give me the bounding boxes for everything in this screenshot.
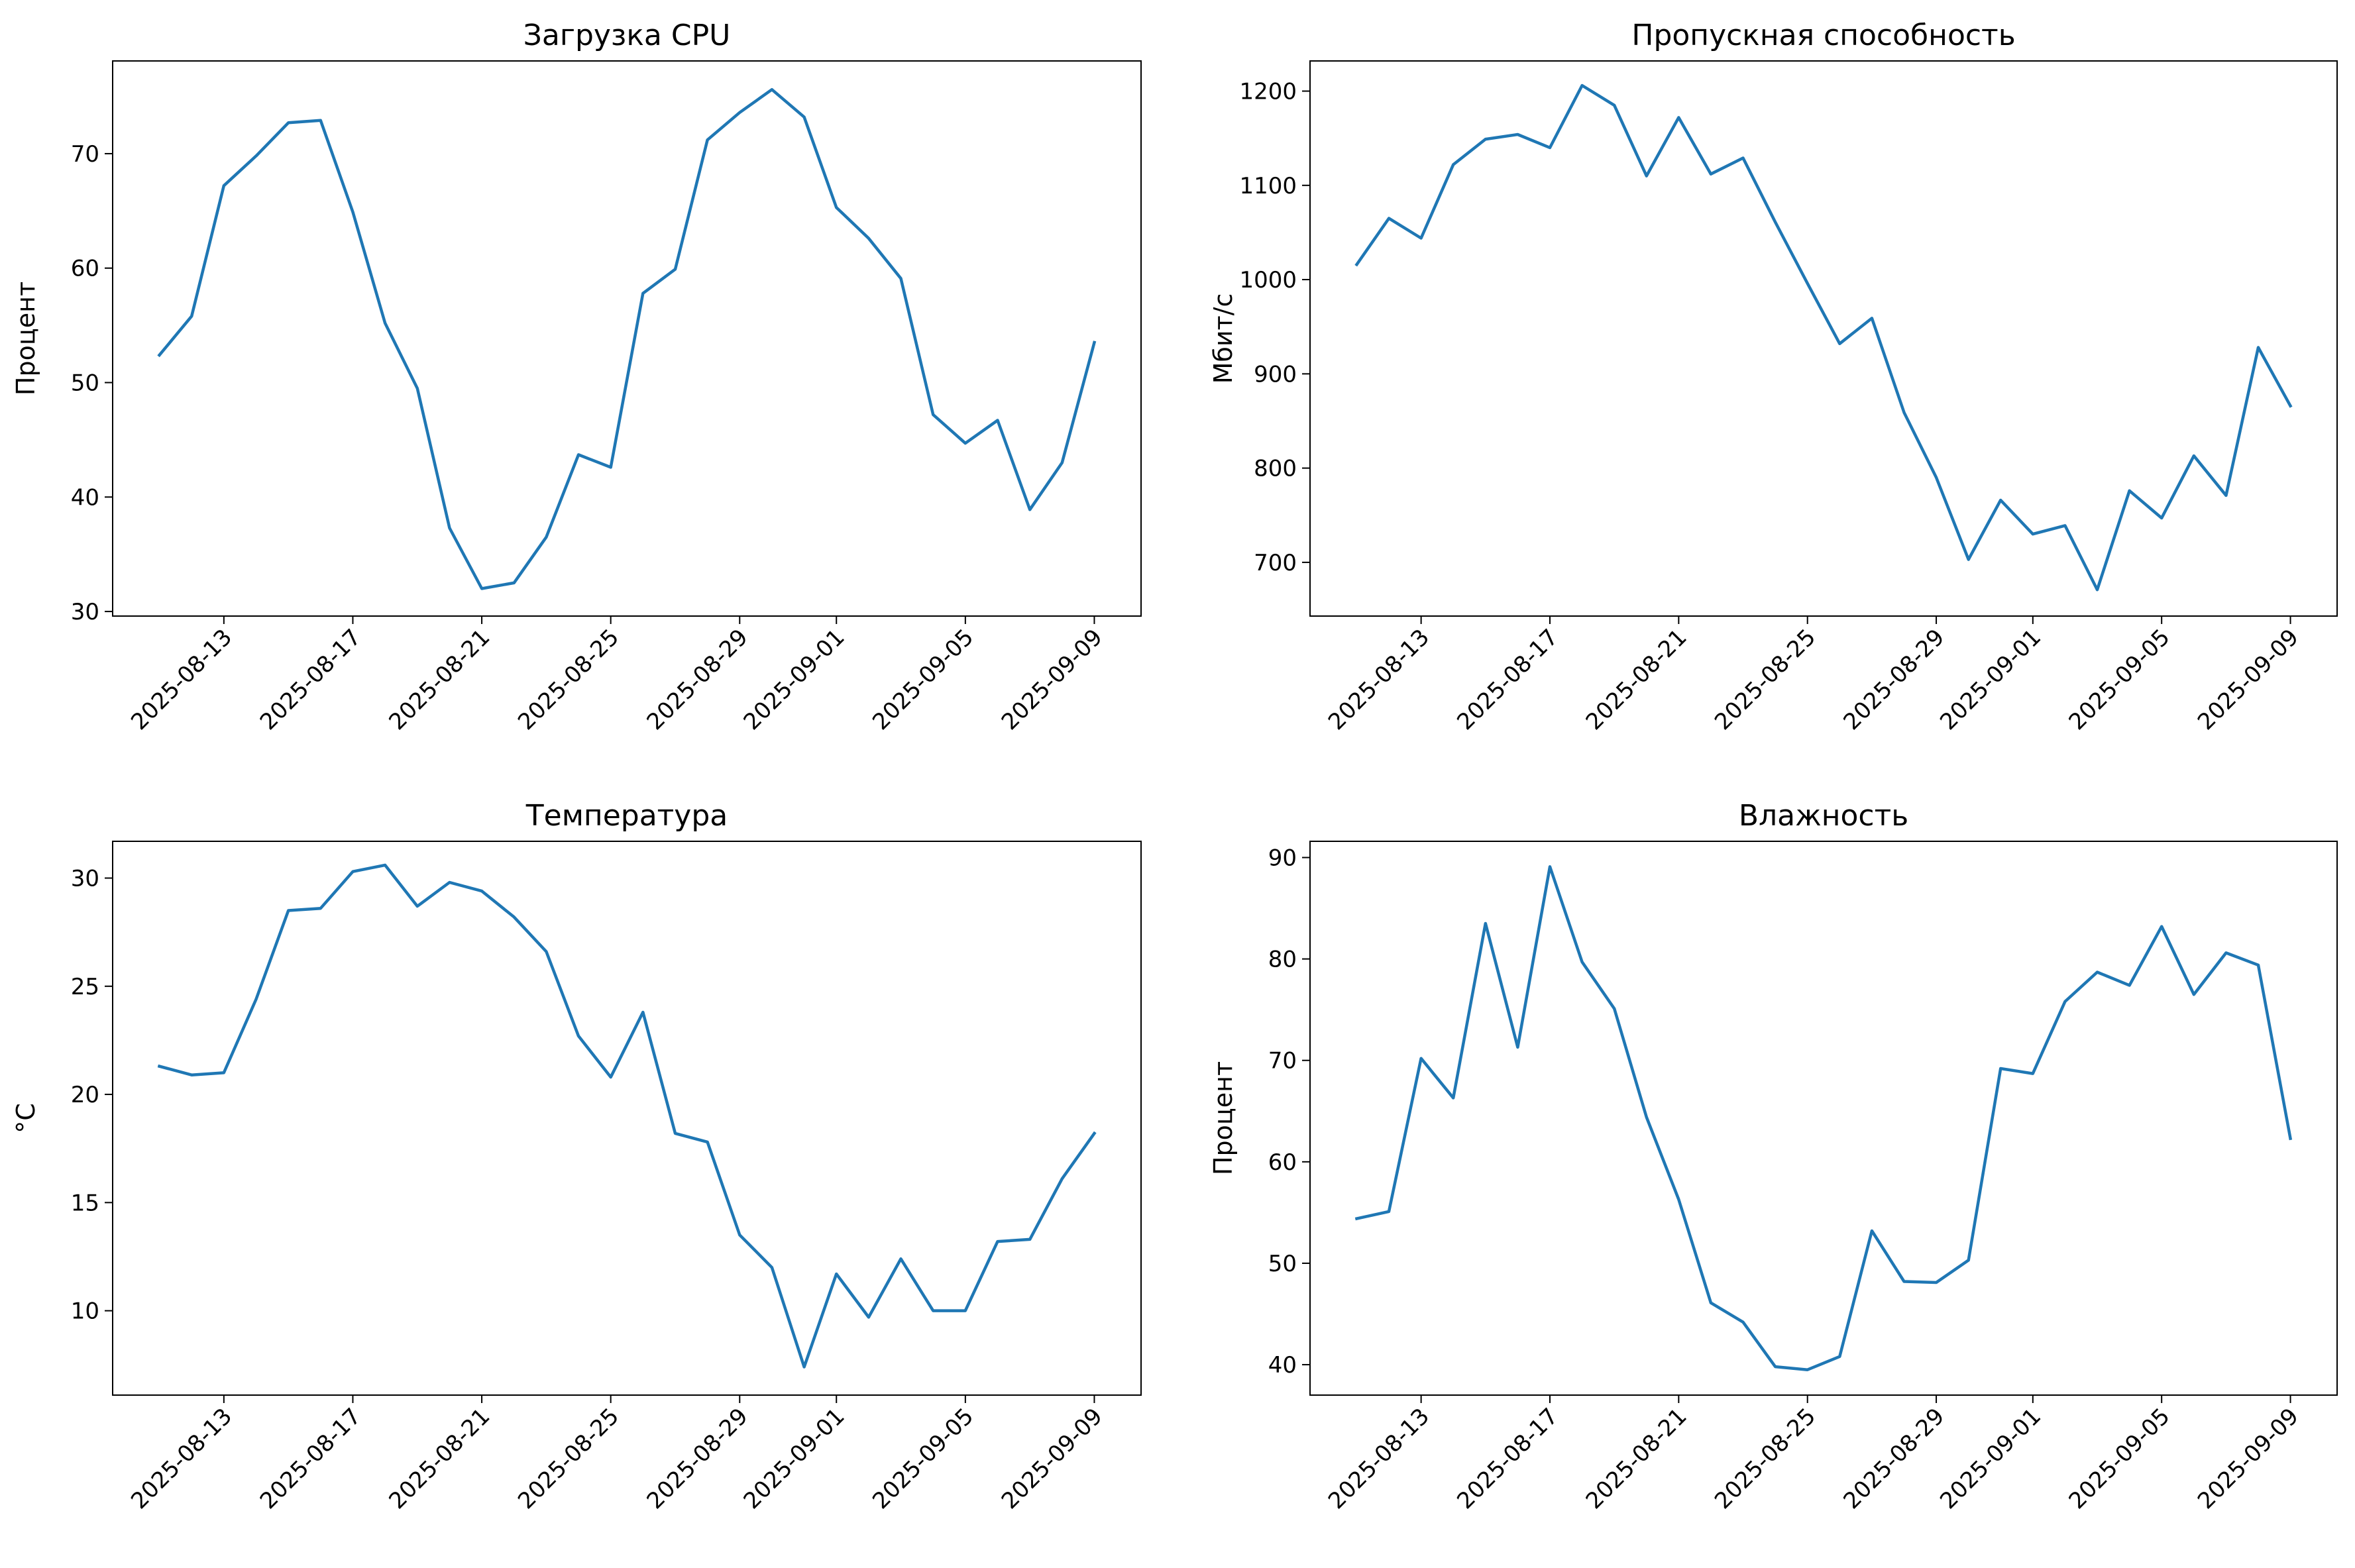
- x-tick-label: 2025-08-13: [1323, 624, 1435, 735]
- chart-panel: Пропускная способность Мбит/с 700 800 900 100…: [1209, 19, 2338, 735]
- series-line: [1354, 865, 2293, 1371]
- x-tick-label: 2025-08-29: [642, 624, 753, 735]
- chart-title: Пропускная способность: [1631, 19, 2015, 52]
- y-tick-label: 40: [71, 484, 99, 511]
- x-tick-label: 2025-09-01: [1935, 1403, 2046, 1514]
- plot-frame: [1309, 60, 2338, 617]
- x-tick-label: 2025-08-25: [513, 1403, 624, 1514]
- x-tick-label: 2025-08-13: [126, 1403, 237, 1514]
- x-tick-label: 2025-08-13: [1323, 1403, 1435, 1514]
- x-tick-label: 2025-08-25: [1710, 1403, 1821, 1514]
- chart-title: Загрузка CPU: [523, 19, 731, 52]
- x-tick-label: 2025-08-21: [384, 1403, 495, 1514]
- y-tick-label: 80: [1268, 947, 1297, 973]
- y-tick-label: 50: [1268, 1251, 1297, 1277]
- x-tick-label: 2025-09-01: [1935, 624, 2046, 735]
- y-axis-label: Процент: [1209, 1061, 1238, 1175]
- y-tick-label: 40: [1268, 1352, 1297, 1379]
- y-tick-label: 25: [71, 974, 99, 1000]
- y-tick-label: 20: [71, 1082, 99, 1108]
- y-axis-label: Процент: [11, 282, 40, 395]
- y-tick-label: 1200: [1239, 79, 1297, 105]
- y-tick-label: 800: [1254, 456, 1297, 482]
- x-tick-label: 2025-08-17: [255, 624, 366, 735]
- series-line: [157, 87, 1097, 590]
- x-tick-label: 2025-09-09: [997, 1403, 1108, 1514]
- x-tick-label: 2025-09-05: [2064, 624, 2175, 735]
- x-tick-label: 2025-09-05: [867, 624, 979, 735]
- x-tick-label: 2025-08-29: [1838, 1403, 1949, 1514]
- y-tick-label: 15: [71, 1190, 99, 1216]
- y-tick-label: 70: [1268, 1048, 1297, 1074]
- plot-frame: [112, 841, 1142, 1396]
- x-tick-label: 2025-08-25: [513, 624, 624, 735]
- y-tick-label: 60: [71, 256, 99, 282]
- x-tick-label: 2025-08-29: [642, 1403, 753, 1514]
- x-tick-label: 2025-08-13: [126, 624, 237, 735]
- y-tick-label: 900: [1254, 361, 1297, 388]
- x-tick-label: 2025-09-09: [2193, 624, 2304, 735]
- y-tick-label: 1100: [1239, 173, 1297, 199]
- x-tick-label: 2025-08-25: [1710, 624, 1821, 735]
- chart-title: Влажность: [1739, 799, 1908, 833]
- series-line: [1354, 83, 2293, 592]
- x-tick-label: 2025-08-17: [1452, 1403, 1563, 1514]
- chart-title: Температура: [525, 799, 728, 833]
- y-tick-label: 50: [71, 370, 99, 397]
- y-tick-label: 60: [1268, 1149, 1297, 1176]
- y-tick-label: 70: [71, 141, 99, 168]
- series-line: [157, 863, 1097, 1369]
- x-tick-label: 2025-09-01: [739, 1403, 850, 1514]
- plot-frame: [1309, 841, 2338, 1396]
- y-tick-label: 700: [1254, 550, 1297, 576]
- x-tick-label: 2025-08-21: [1581, 624, 1692, 735]
- plot-frame: [112, 60, 1142, 617]
- x-tick-label: 2025-08-17: [1452, 624, 1563, 735]
- y-axis-label: °C: [11, 1103, 40, 1133]
- x-tick-label: 2025-08-17: [255, 1403, 366, 1514]
- x-tick-label: 2025-09-05: [867, 1403, 979, 1514]
- x-tick-label: 2025-09-01: [739, 624, 850, 735]
- y-tick-label: 10: [71, 1298, 99, 1325]
- y-tick-label: 90: [1268, 845, 1297, 871]
- x-tick-label: 2025-09-09: [2193, 1403, 2304, 1514]
- y-tick-label: 30: [71, 866, 99, 892]
- y-tick-label: 1000: [1239, 267, 1297, 293]
- y-tick-label: 30: [71, 599, 99, 625]
- x-tick-label: 2025-08-21: [384, 624, 495, 735]
- x-tick-label: 2025-09-05: [2064, 1403, 2175, 1514]
- x-tick-label: 2025-09-09: [997, 624, 1108, 735]
- y-axis-label: Мбит/с: [1209, 293, 1238, 384]
- x-tick-label: 2025-08-21: [1581, 1403, 1692, 1514]
- x-tick-label: 2025-08-29: [1838, 624, 1949, 735]
